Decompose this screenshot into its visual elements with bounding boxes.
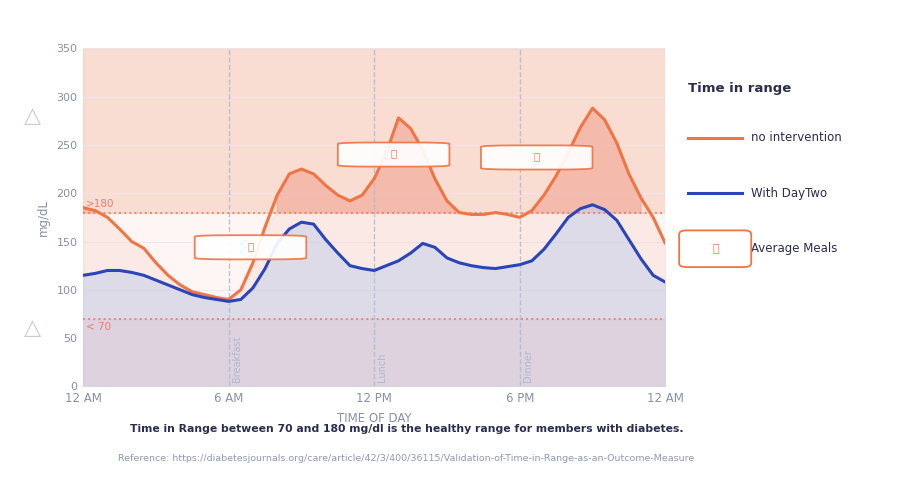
Text: Dinner: Dinner — [523, 349, 532, 382]
Text: >180: >180 — [86, 199, 115, 209]
FancyBboxPatch shape — [195, 235, 306, 259]
Text: Reference: https://diabetesjournals.org/care/article/42/3/400/36115/Validation-o: Reference: https://diabetesjournals.org/… — [118, 455, 695, 463]
Bar — [83, 213, 665, 319]
Text: 🍴: 🍴 — [533, 152, 540, 161]
Text: Time in range: Time in range — [688, 82, 792, 95]
Y-axis label: mg/dL: mg/dL — [37, 199, 50, 236]
Bar — [83, 319, 665, 386]
Text: no intervention: no intervention — [751, 131, 842, 144]
Text: 🍴: 🍴 — [712, 244, 720, 254]
Text: Average Meals: Average Meals — [751, 242, 837, 255]
Text: △: △ — [24, 106, 41, 126]
X-axis label: TIME OF DAY: TIME OF DAY — [337, 412, 411, 425]
Text: Breakfast: Breakfast — [232, 335, 241, 382]
Text: With DayTwo: With DayTwo — [751, 187, 827, 199]
FancyBboxPatch shape — [480, 145, 592, 170]
FancyBboxPatch shape — [338, 142, 449, 167]
Text: < 70: < 70 — [86, 322, 111, 332]
Text: 🍴: 🍴 — [391, 149, 396, 158]
Text: Lunch: Lunch — [377, 352, 387, 382]
Text: Time in Range between 70 and 180 mg/dl is the healthy range for members with dia: Time in Range between 70 and 180 mg/dl i… — [129, 424, 684, 434]
Bar — [83, 48, 665, 213]
Text: 🍴: 🍴 — [248, 242, 254, 251]
Text: △: △ — [24, 318, 41, 339]
